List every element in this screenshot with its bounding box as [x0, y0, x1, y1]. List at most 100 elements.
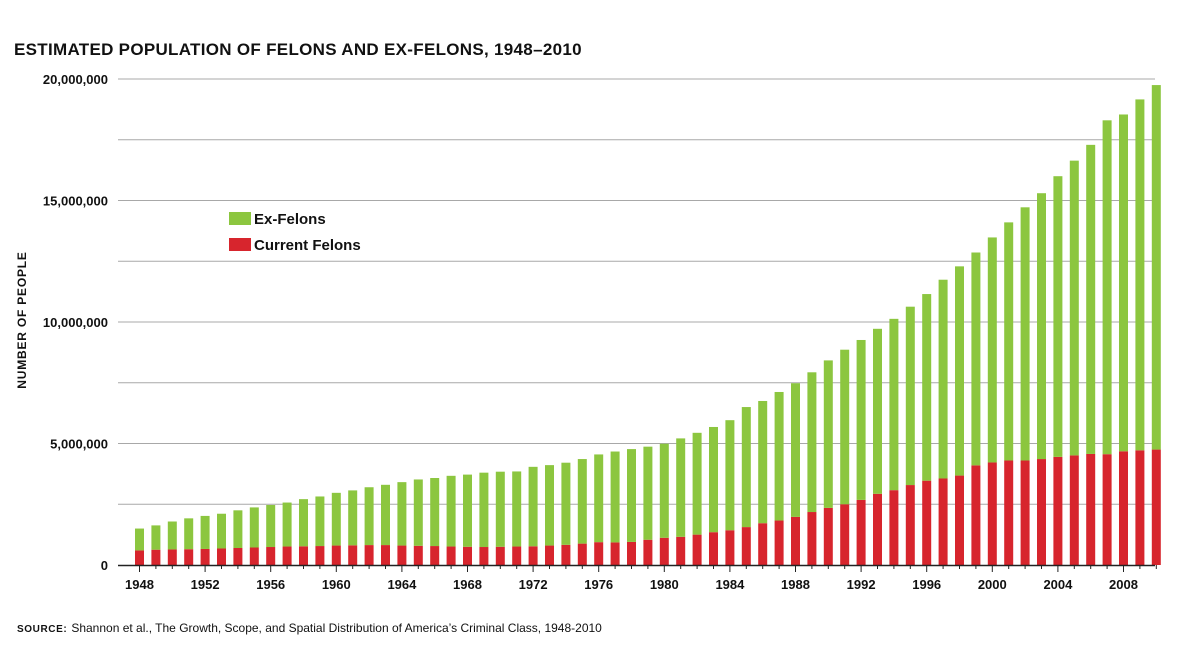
- bar-ex-felons-1986: [758, 400, 768, 524]
- bar-current-felons-1981: [676, 536, 686, 565]
- bar-current-felons-1974: [561, 544, 571, 565]
- bar-current-felons-2006: [1086, 453, 1096, 565]
- bar-current-felons-1960: [331, 545, 341, 565]
- x-tick-label: 1952: [191, 577, 220, 592]
- bar-ex-felons-2000: [987, 237, 997, 463]
- bar-current-felons-2010: [1151, 449, 1161, 565]
- bar-ex-felons-1969: [479, 472, 489, 548]
- bar-ex-felons-1976: [594, 454, 604, 543]
- bar-ex-felons-1983: [709, 426, 718, 533]
- bars-group: [135, 85, 1161, 565]
- bar-ex-felons-1991: [840, 349, 850, 505]
- bar-current-felons-1993: [873, 493, 882, 565]
- y-tick-label: 5,000,000: [50, 437, 108, 452]
- bar-ex-felons-1998: [955, 266, 964, 476]
- bar-ex-felons-1968: [463, 474, 472, 547]
- bar-current-felons-1995: [905, 485, 915, 565]
- bar-ex-felons-1982: [692, 432, 702, 535]
- bar-current-felons-2000: [987, 462, 997, 565]
- bar-current-felons-2008: [1119, 451, 1128, 565]
- bar-current-felons-1984: [725, 530, 735, 565]
- bar-current-felons-1972: [528, 546, 538, 565]
- bar-ex-felons-2005: [1069, 160, 1079, 456]
- x-tick-label: 2000: [978, 577, 1007, 592]
- bar-ex-felons-1989: [807, 372, 817, 513]
- axes-group: 0 5,000,000 10,000,000 15,000,000 20,000,000…: [43, 72, 1157, 592]
- bar-ex-felons-1967: [446, 475, 456, 547]
- bar-current-felons-2003: [1037, 459, 1046, 565]
- bar-ex-felons-1981: [676, 438, 686, 537]
- bar-current-felons-1983: [709, 532, 718, 565]
- bar-current-felons-1954: [233, 547, 243, 565]
- x-tick-label: 1984: [715, 577, 745, 592]
- bar-ex-felons-2002: [1020, 207, 1030, 461]
- bar-ex-felons-2006: [1086, 144, 1096, 454]
- bar-current-felons-1969: [479, 547, 489, 565]
- bar-current-felons-1948: [135, 550, 144, 565]
- bar-current-felons-1996: [922, 480, 932, 565]
- bar-ex-felons-1978: [627, 449, 636, 542]
- bar-current-felons-1965: [413, 545, 423, 565]
- bar-ex-felons-2004: [1053, 176, 1063, 457]
- bar-ex-felons-1987: [774, 391, 784, 521]
- bar-current-felons-1950: [167, 549, 177, 565]
- bar-ex-felons-2009: [1135, 99, 1145, 451]
- bar-current-felons-2002: [1020, 460, 1030, 565]
- bar-current-felons-1991: [840, 504, 850, 565]
- y-tick-label: 0: [101, 558, 108, 573]
- bar-ex-felons-1958: [299, 499, 308, 547]
- x-tick-label: 2008: [1109, 577, 1138, 592]
- bar-current-felons-1968: [463, 546, 472, 565]
- y-tick-label: 20,000,000: [43, 72, 108, 87]
- bar-ex-felons-1988: [791, 383, 800, 517]
- bar-current-felons-1975: [577, 543, 587, 565]
- bar-current-felons-1971: [512, 546, 522, 565]
- legend-swatch-ex-felons: [229, 212, 251, 225]
- bar-ex-felons-1957: [282, 502, 292, 547]
- bar-current-felons-1980: [659, 537, 669, 565]
- bar-ex-felons-1975: [577, 459, 587, 544]
- bar-ex-felons-1973: [545, 465, 554, 546]
- bar-current-felons-1959: [315, 546, 325, 565]
- x-tick-label: 1976: [584, 577, 613, 592]
- bar-current-felons-1988: [791, 516, 800, 565]
- bar-ex-felons-1964: [397, 482, 407, 546]
- bar-ex-felons-1962: [364, 487, 374, 546]
- bar-ex-felons-1974: [561, 462, 571, 545]
- x-tick-label: 1988: [781, 577, 810, 592]
- bar-current-felons-1956: [266, 547, 276, 565]
- chart-title: ESTIMATED POPULATION OF FELONS AND EX-FE…: [14, 40, 582, 59]
- legend-label-current-felons: Current Felons: [254, 237, 361, 254]
- bar-current-felons-1957: [282, 546, 292, 565]
- bar-ex-felons-1985: [741, 407, 751, 528]
- bar-ex-felons-2003: [1037, 193, 1046, 460]
- bar-ex-felons-1952: [200, 515, 210, 549]
- x-tick-label: 1980: [650, 577, 679, 592]
- bar-current-felons-1973: [545, 545, 554, 565]
- bar-ex-felons-1996: [922, 294, 932, 481]
- bar-current-felons-1963: [381, 545, 390, 565]
- bar-current-felons-1962: [364, 545, 374, 565]
- bar-ex-felons-2008: [1119, 114, 1128, 452]
- x-tick-label: 1992: [847, 577, 876, 592]
- bar-ex-felons-1961: [348, 490, 358, 546]
- legend: Ex-Felons Current Felons: [229, 211, 361, 254]
- bar-current-felons-2007: [1102, 454, 1112, 565]
- x-tick-label: 1972: [519, 577, 548, 592]
- bar-current-felons-1958: [299, 546, 308, 565]
- bar-current-felons-1966: [430, 546, 440, 565]
- bar-current-felons-1952: [200, 548, 210, 565]
- bar-ex-felons-1977: [610, 451, 620, 543]
- y-tick-label: 10,000,000: [43, 315, 108, 330]
- bar-ex-felons-2007: [1102, 120, 1112, 455]
- bar-current-felons-1949: [151, 549, 161, 565]
- bar-ex-felons-1997: [938, 279, 948, 479]
- bar-current-felons-1976: [594, 542, 604, 565]
- bar-ex-felons-1980: [659, 443, 669, 538]
- x-tick-label: 1960: [322, 577, 351, 592]
- bar-current-felons-1953: [217, 548, 226, 565]
- bar-current-felons-1967: [446, 546, 456, 565]
- bar-current-felons-1989: [807, 512, 817, 565]
- bar-ex-felons-1966: [430, 478, 440, 547]
